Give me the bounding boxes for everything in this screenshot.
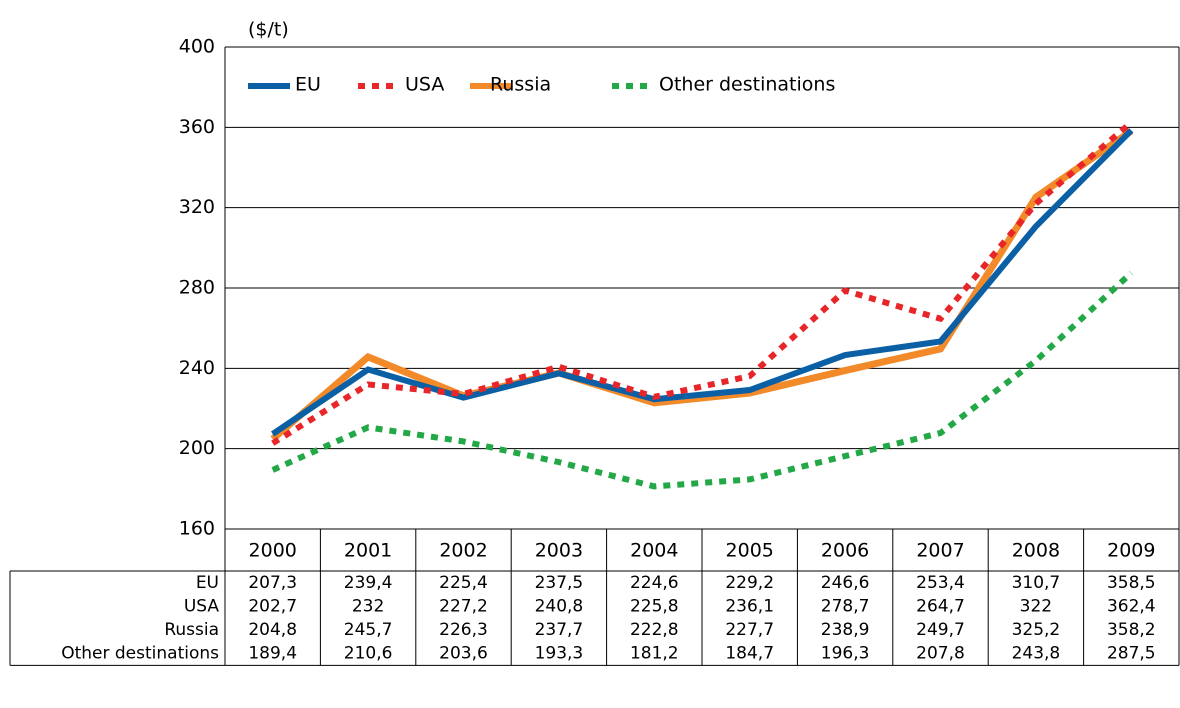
series-line: [270, 128, 1134, 442]
x-tick-label: 2000: [249, 540, 297, 562]
table-cell: 237,5: [535, 573, 584, 593]
series-line: [271, 270, 1134, 490]
y-axis-label: ($/t): [248, 19, 289, 41]
table-cell: 229,2: [725, 573, 774, 593]
y-tick-label: 240: [179, 357, 215, 379]
y-tick-label: 280: [179, 277, 215, 299]
table-cell: 202,7: [248, 596, 297, 616]
x-tick-label: 2005: [726, 540, 774, 562]
table-cell: 232: [352, 596, 384, 616]
table-cell: 225,4: [439, 573, 488, 593]
table-cell: 253,4: [916, 573, 965, 593]
table-cell: 227,2: [439, 596, 488, 616]
legend-label: Russia: [490, 74, 551, 96]
y-tick-label: 320: [179, 196, 215, 218]
table-row-label: Other destinations: [61, 644, 219, 664]
table-cell: 310,7: [1012, 573, 1061, 593]
legend-label: Other destinations: [659, 74, 835, 96]
table-cell: 210,6: [344, 644, 393, 664]
table-row-label: EU: [196, 573, 219, 593]
table-row-label: USA: [184, 596, 220, 616]
y-tick-label: 200: [179, 437, 215, 459]
table-cell: 239,4: [344, 573, 393, 593]
table-cell: 207,8: [916, 644, 965, 664]
table-cell: 240,8: [535, 596, 584, 616]
table-cell: 193,3: [535, 644, 584, 664]
x-tick-label: 2002: [439, 540, 487, 562]
x-tick-label: 2004: [630, 540, 678, 562]
x-tick-label: 2006: [821, 540, 869, 562]
table-cell: 264,7: [916, 596, 965, 616]
y-tick-label: 400: [179, 36, 215, 58]
legend-label: EU: [295, 74, 321, 96]
table-cell: 207,3: [248, 573, 297, 593]
table-cell: 222,8: [630, 620, 679, 640]
table-cell: 325,2: [1012, 620, 1061, 640]
table-cell: 243,8: [1012, 644, 1061, 664]
table-cell: 358,2: [1107, 620, 1156, 640]
table-cell: 278,7: [821, 596, 870, 616]
table-cell: 322: [1020, 596, 1052, 616]
table-cell: 226,3: [439, 620, 488, 640]
series-line: [271, 120, 1134, 446]
table-cell: 245,7: [344, 620, 393, 640]
table-cell: 224,6: [630, 573, 679, 593]
table-cell: 362,4: [1107, 596, 1156, 616]
table-cell: 225,8: [630, 596, 679, 616]
x-tick-label: 2001: [344, 540, 392, 562]
table-cell: 196,3: [821, 644, 870, 664]
legend-label: USA: [405, 74, 444, 96]
y-tick-label: 360: [179, 116, 215, 138]
table-cell: 237,7: [535, 620, 584, 640]
table-cell: 203,6: [439, 644, 488, 664]
table-cell: 238,9: [821, 620, 870, 640]
table-cell: 236,1: [725, 596, 774, 616]
table-cell: 287,5: [1107, 644, 1156, 664]
x-tick-label: 2009: [1107, 540, 1155, 562]
table-cell: 204,8: [248, 620, 297, 640]
y-tick-label: 160: [179, 518, 215, 540]
table-cell: 246,6: [821, 573, 870, 593]
table-cell: 184,7: [725, 644, 774, 664]
table-cell: 358,5: [1107, 573, 1156, 593]
x-tick-label: 2007: [916, 540, 964, 562]
table-row-label: Russia: [164, 620, 219, 640]
x-tick-label: 2003: [535, 540, 583, 562]
table-cell: 189,4: [248, 644, 297, 664]
series-line: [271, 128, 1134, 437]
table-cell: 181,2: [630, 644, 679, 664]
table-cell: 249,7: [916, 620, 965, 640]
x-tick-label: 2008: [1012, 540, 1060, 562]
table-cell: 227,7: [725, 620, 774, 640]
